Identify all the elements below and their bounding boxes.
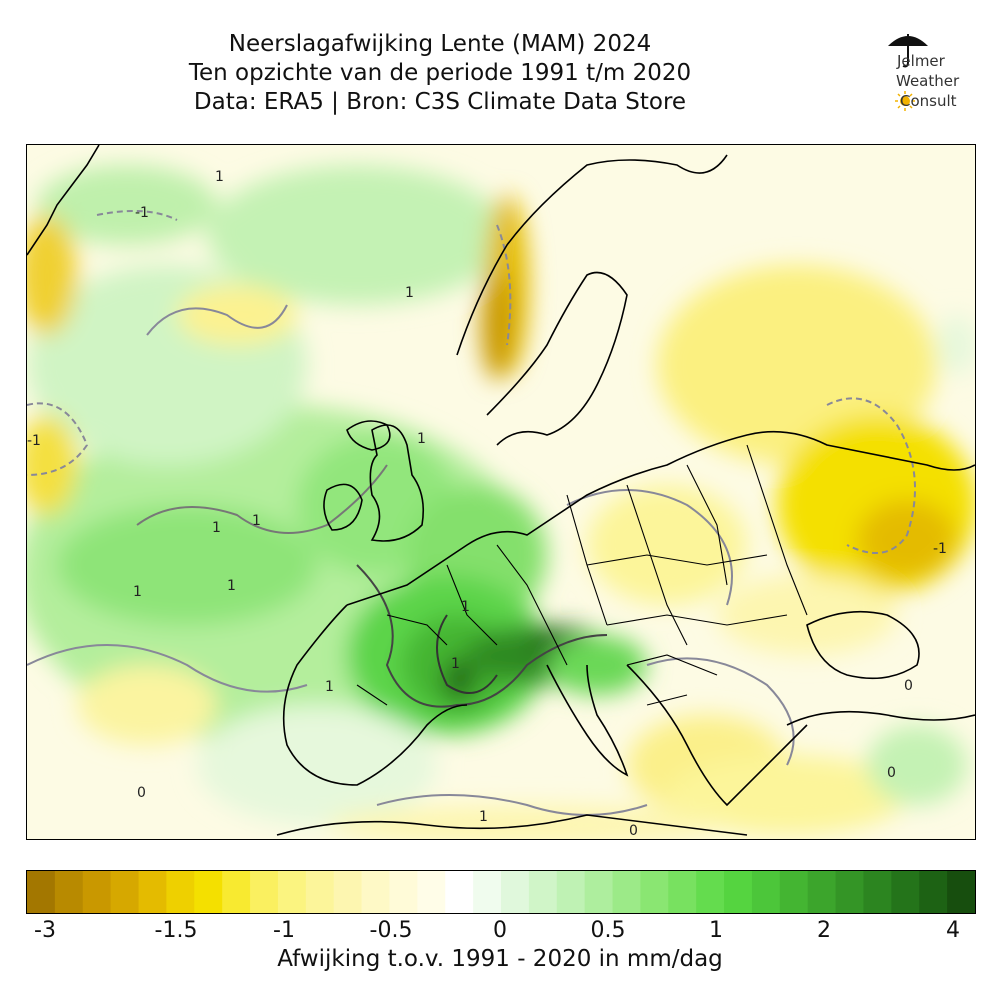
colorbar-tick-label: -3 <box>34 918 56 943</box>
colorbar-segment <box>584 871 614 913</box>
contour-label: 1 <box>325 679 334 695</box>
colorbar-segment <box>640 871 669 913</box>
colorbar-tick-label: 0.5 <box>590 918 626 943</box>
colorbar-segment <box>445 871 474 913</box>
contour-label: 1 <box>405 285 414 301</box>
colorbar-segment <box>612 871 642 913</box>
colorbar-segment <box>947 871 975 913</box>
colorbar-segment <box>389 871 418 913</box>
colorbar-gradient <box>27 871 975 913</box>
contour-label: 0 <box>904 678 913 694</box>
contour-label-group: -1 1 1 -1 1 1 1 1 1 1 1 1 -1 0 0 0 0 1 <box>27 169 947 839</box>
colorbar-segment <box>82 871 112 913</box>
logo-line-2: Weather <box>896 72 960 90</box>
coastlines <box>27 145 975 836</box>
precipitation-anomaly-map: -1 1 1 -1 1 1 1 1 1 1 1 1 -1 0 0 0 0 1 <box>26 144 976 840</box>
colorbar-segment <box>54 871 84 913</box>
contour-label: -1 <box>27 433 41 449</box>
contour-label: 1 <box>133 584 142 600</box>
colorbar-segment <box>835 871 865 913</box>
contour-label: -1 <box>135 205 149 221</box>
contour-label: 0 <box>629 823 638 839</box>
contour-label: 0 <box>137 785 146 801</box>
logo-graphics <box>888 34 928 111</box>
colorbar-tick-label: 0 <box>493 918 507 943</box>
contour-label: 1 <box>417 431 426 447</box>
colorbar-segment <box>27 871 56 913</box>
colorbar-segment <box>501 871 530 913</box>
colorbar-segment <box>696 871 725 913</box>
colorbar-segment <box>222 871 251 913</box>
colorbar-segment <box>807 871 837 913</box>
map-title: Neerslagafwijking Lente (MAM) 2024 Ten o… <box>140 30 740 117</box>
contour-label: 1 <box>215 169 224 185</box>
colorbar-segment <box>250 871 279 913</box>
colorbar-segment <box>668 871 697 913</box>
contour-label: 1 <box>479 809 488 825</box>
colorbar-segment <box>724 871 753 913</box>
logo-line-3: Consult <box>900 92 957 110</box>
contour-label: 1 <box>451 656 460 672</box>
colorbar-label: Afwijking t.o.v. 1991 - 2020 in mm/dag <box>277 946 723 972</box>
colorbar-segment <box>863 871 892 913</box>
colorbar-segment <box>333 871 363 913</box>
colorbar-tick-label: -0.5 <box>369 918 413 943</box>
colorbar-segment <box>779 871 809 913</box>
colorbar-segment <box>919 871 948 913</box>
contour-label: 1 <box>461 599 470 615</box>
colorbar-tick-label: 1 <box>709 918 723 943</box>
umbrella-icon <box>888 34 928 68</box>
colorbar-segment <box>361 871 391 913</box>
colorbar-segment <box>138 871 168 913</box>
colorbar-tick-label: -1 <box>273 918 295 943</box>
colorbar-segment <box>166 871 195 913</box>
contour-label: 1 <box>212 520 221 536</box>
colorbar-segment <box>277 871 307 913</box>
contour-label: 1 <box>252 513 261 529</box>
anomaly-field <box>27 165 975 839</box>
colorbar-tick-label: -1.5 <box>154 918 198 943</box>
sun-icon <box>895 91 915 111</box>
title-line-3: Data: ERA5 | Bron: C3S Climate Data Stor… <box>193 89 687 115</box>
colorbar-segment <box>194 871 223 913</box>
contour-label: 0 <box>887 765 896 781</box>
colorbar-segment <box>417 871 446 913</box>
colorbar-segment <box>305 871 335 913</box>
colorbar-tick-label: 2 <box>817 918 831 943</box>
colorbar <box>26 870 976 914</box>
title-line-1: Neerslagafwijking Lente (MAM) 2024 <box>228 31 652 57</box>
colorbar-segment <box>556 871 586 913</box>
title-line-2: Ten opzichte van de periode 1991 t/m 202… <box>188 60 692 86</box>
colorbar-segment <box>110 871 140 913</box>
colorbar-segment <box>473 871 502 913</box>
colorbar-segment <box>891 871 920 913</box>
brand-logo: Jelmer Weather Consult <box>880 28 980 118</box>
logo-line-1: Jelmer <box>897 52 945 70</box>
contour-label: 1 <box>227 578 236 594</box>
colorbar-segment <box>751 871 781 913</box>
colorbar-tick-label: 4 <box>946 918 960 943</box>
colorbar-segment <box>528 871 558 913</box>
contour-label: -1 <box>933 541 947 557</box>
country-borders <box>356 444 808 706</box>
map-canvas: -1 1 1 -1 1 1 1 1 1 1 1 1 -1 0 0 0 0 1 <box>27 145 975 839</box>
contour-lines <box>27 210 916 816</box>
